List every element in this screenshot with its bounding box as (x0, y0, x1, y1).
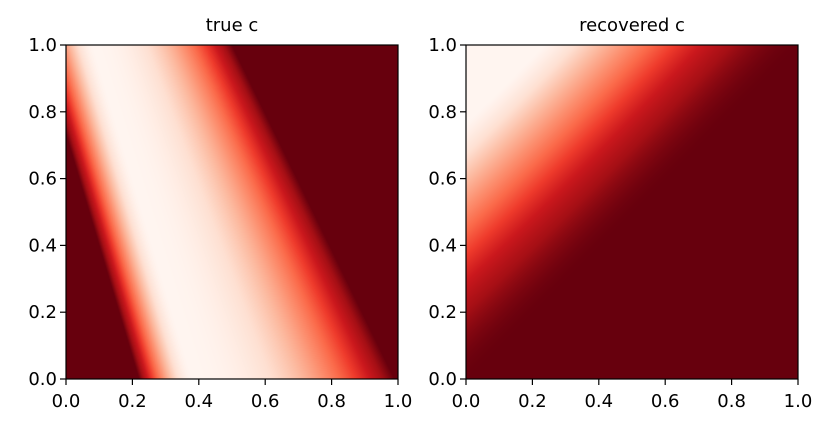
true-c-xtick-label: 0.2 (118, 391, 147, 412)
true-c-ytick-label: 0.2 (28, 302, 57, 323)
true-c-ytick-label: 0.8 (28, 102, 57, 123)
recovered-c-xtick-label: 0.2 (518, 391, 547, 412)
recovered-c-ytick-label: 0.4 (428, 235, 457, 256)
true-c-xtick-label: 0.4 (184, 391, 213, 412)
recovered-c-xtick-label: 0.0 (452, 391, 481, 412)
true-c-heatmap (66, 45, 398, 379)
recovered-c-xtick-label: 0.8 (717, 391, 746, 412)
true-c-title: true c (206, 15, 259, 36)
recovered-c-panel: recovered c 0.0 0.2 0.4 0.6 0.8 1.0 0.0 0.2 0.4 0… (428, 15, 812, 412)
true-c-xtick-label: 0.8 (317, 391, 346, 412)
true-c-ytick-label: 1.0 (28, 35, 57, 56)
recovered-c-xtick-label: 0.4 (584, 391, 613, 412)
recovered-c-ytick-label: 0.8 (428, 102, 457, 123)
true-c-panel: true c 0.0 0.2 0.4 0.6 0.8 1.0 0.0 0.2 0.4 0.6 0.8… (28, 15, 412, 412)
recovered-c-ytick-label: 0.2 (428, 302, 457, 323)
true-c-xtick-label: 0.0 (52, 391, 81, 412)
true-c-axes-frame (65, 44, 399, 380)
recovered-c-heatmap (466, 45, 798, 379)
true-c-ytick-label: 0.0 (28, 369, 57, 390)
recovered-c-xtick-label: 0.6 (651, 391, 680, 412)
recovered-c-ytick-label: 0.6 (428, 169, 457, 190)
true-c-xtick-label: 1.0 (384, 391, 413, 412)
true-c-ytick-label: 0.4 (28, 235, 57, 256)
recovered-c-ytick-label: 1.0 (428, 35, 457, 56)
recovered-c-xtick-label: 1.0 (784, 391, 813, 412)
recovered-c-axes-frame (465, 44, 799, 380)
recovered-c-ytick-label: 0.0 (428, 369, 457, 390)
recovered-c-title: recovered c (579, 15, 685, 36)
true-c-xtick-label: 0.6 (251, 391, 280, 412)
true-c-ytick-label: 0.6 (28, 169, 57, 190)
